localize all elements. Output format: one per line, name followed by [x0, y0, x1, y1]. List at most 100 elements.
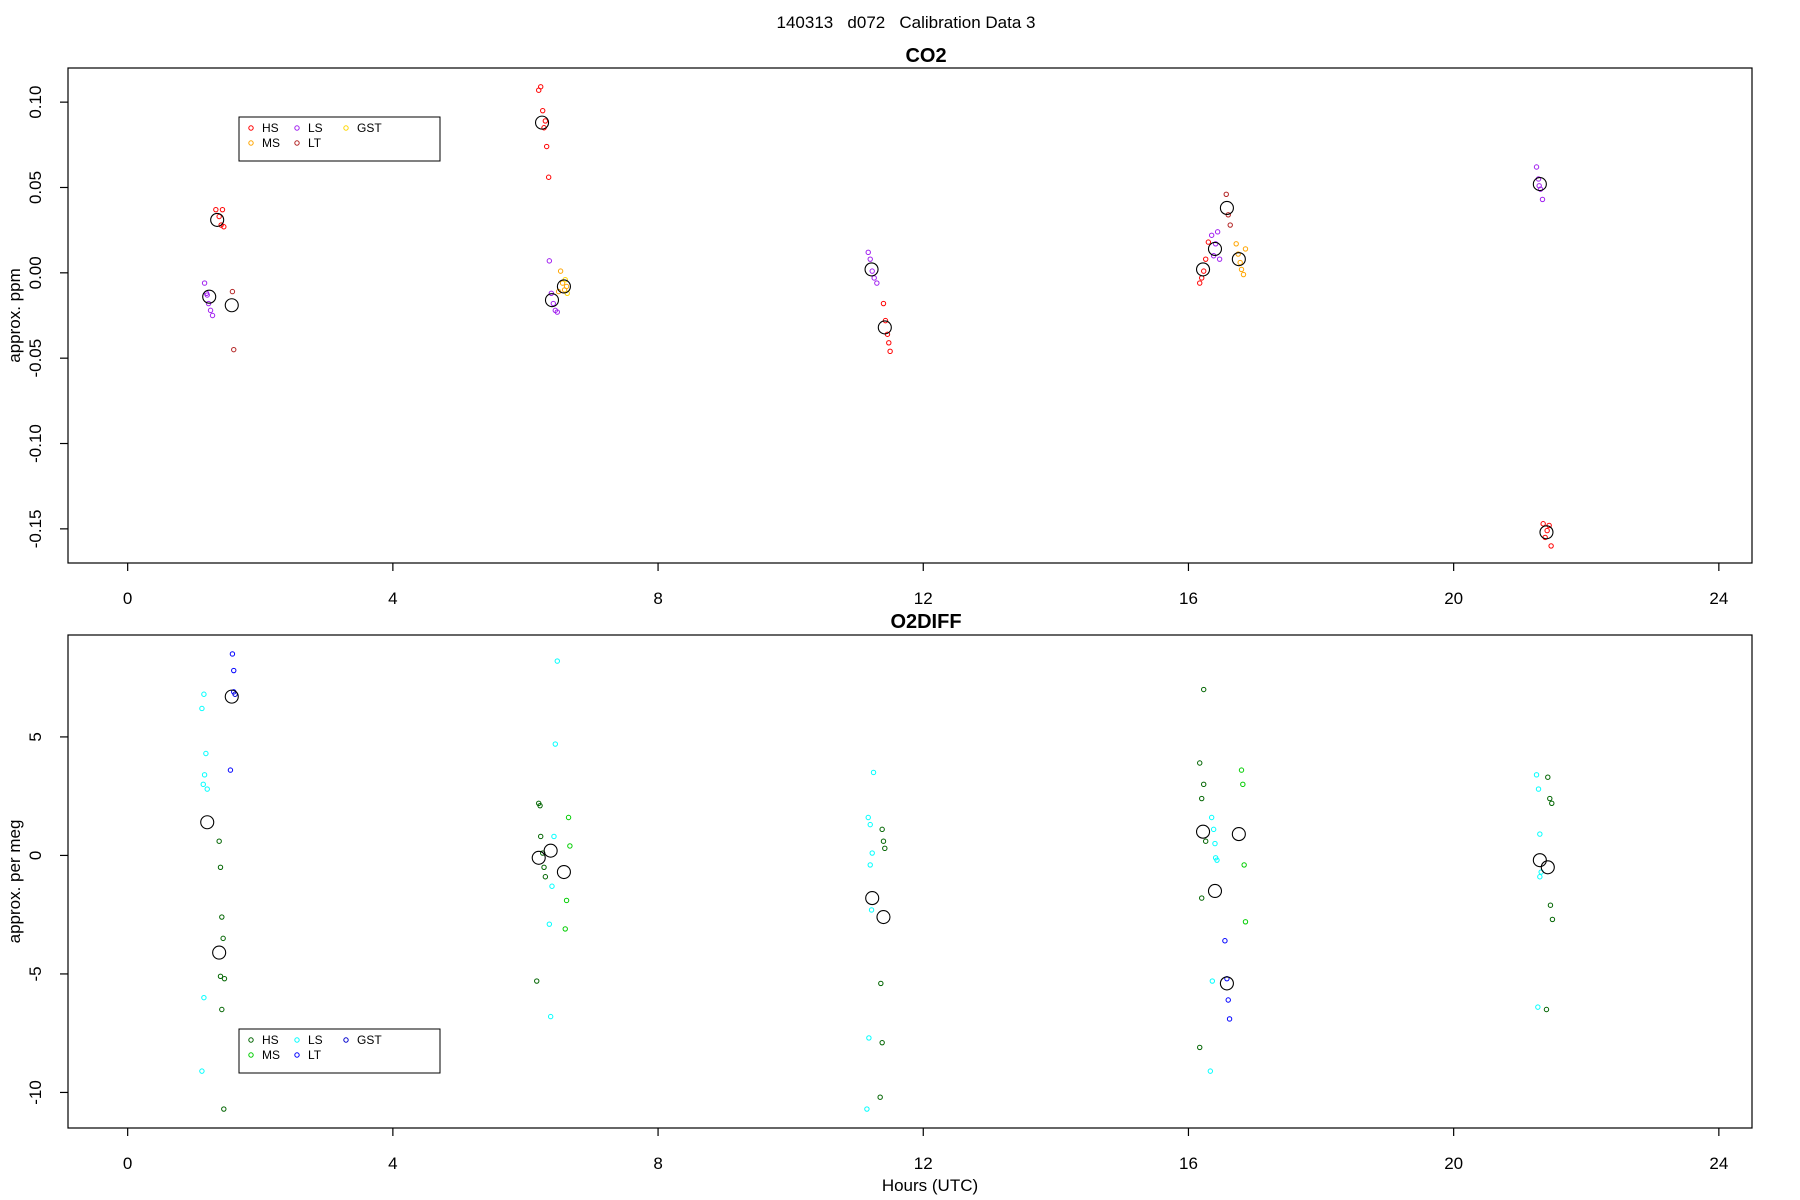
- legend-item-lt: LT: [294, 136, 322, 150]
- x-tick-label: 24: [1709, 589, 1728, 608]
- data-point: [551, 833, 557, 840]
- data-point: [1212, 855, 1219, 861]
- data-point: [1197, 280, 1203, 286]
- data-point: [1223, 191, 1229, 198]
- legend-item-hs: HS: [248, 1033, 279, 1047]
- legend-item-gst: GST: [343, 121, 382, 135]
- series-LT: [227, 651, 1233, 1022]
- data-point: [865, 249, 871, 256]
- data-point: [557, 268, 564, 274]
- data-point: [877, 1094, 883, 1100]
- y-tick-label: 0.10: [26, 86, 45, 119]
- data-point: [204, 786, 210, 792]
- data-point: [1210, 826, 1217, 833]
- mean-point: [876, 910, 891, 925]
- data-point: [1540, 521, 1546, 527]
- data-point: [1208, 814, 1215, 821]
- mean-point: [865, 891, 880, 906]
- data-point: [1549, 800, 1555, 806]
- legend-item-ls: LS: [294, 121, 323, 135]
- legend-label: LS: [308, 1033, 323, 1047]
- legend-marker: [343, 1037, 349, 1043]
- data-point: [1233, 241, 1239, 247]
- data-point: [1549, 916, 1556, 923]
- mean-point: [1195, 824, 1211, 839]
- mean-point: [200, 815, 215, 830]
- data-point: [537, 802, 543, 809]
- data-point: [1543, 1006, 1550, 1013]
- mean-point: [224, 689, 239, 704]
- data-point: [203, 750, 209, 757]
- data-point: [549, 883, 555, 889]
- legend-marker: [343, 125, 349, 131]
- data-point: [864, 1106, 870, 1112]
- data-point: [219, 1006, 225, 1013]
- mean-point: [1219, 976, 1234, 991]
- data-point: [865, 814, 871, 821]
- mean-point: [544, 293, 560, 308]
- data-point: [221, 224, 227, 230]
- data-point: [201, 280, 208, 286]
- data-point: [867, 821, 873, 828]
- data-point: [563, 283, 570, 290]
- panel-o2diff: O2DIFF 0 4 8 12 16 20 24 -10 -5 0 5 approx. per meg H…: [5, 611, 1753, 1195]
- data-point: [880, 300, 887, 307]
- mean-point: [556, 864, 571, 880]
- plot-frame: [67, 634, 1753, 1129]
- legend-label: HS: [262, 1033, 279, 1047]
- data-point: [201, 994, 207, 1001]
- data-point: [546, 258, 553, 264]
- data-point: [1539, 196, 1546, 203]
- series-LS: [201, 164, 1546, 319]
- mean-point: [210, 212, 225, 227]
- data-point: [213, 206, 219, 213]
- data-point: [1545, 774, 1551, 780]
- data-point: [1537, 874, 1543, 880]
- x-tick-label: 20: [1444, 589, 1463, 608]
- mean-point: [1540, 860, 1555, 875]
- y-axis-label: approx. per meg: [5, 820, 24, 944]
- data-point: [199, 705, 205, 712]
- data-point: [221, 1106, 227, 1112]
- data-point: [1208, 232, 1215, 238]
- legend-marker: [294, 125, 300, 131]
- x-tick-label: 20: [1444, 1154, 1463, 1173]
- page-title: 140313 d072 Calibration Data 3: [777, 13, 1036, 32]
- series-MS: [555, 241, 1249, 295]
- data-point: [1537, 186, 1544, 192]
- data-point: [543, 143, 550, 150]
- data-point: [886, 340, 892, 346]
- y-tick-label: -5: [26, 966, 45, 981]
- data-point: [542, 118, 549, 124]
- legend-label: LT: [308, 1048, 322, 1062]
- y-tick-label: 0.00: [26, 256, 45, 289]
- legend-label: HS: [262, 121, 279, 135]
- mean-point: [1539, 525, 1554, 540]
- chart-title: O2DIFF: [890, 611, 961, 633]
- data-point: [1202, 256, 1209, 262]
- x-tick-label: 8: [653, 589, 662, 608]
- y-axis: -10 -5 0 5: [26, 732, 68, 1105]
- data-point: [220, 935, 226, 942]
- data-point: [559, 280, 566, 286]
- data-point: [1547, 795, 1553, 802]
- data-point: [217, 973, 224, 980]
- data-point: [1237, 259, 1243, 266]
- legend-item-ls: LS: [294, 1033, 323, 1047]
- data-point: [200, 781, 206, 788]
- panel-co2: CO2 0 4 8 12 16 20 24 -0.15 -0.10 -0.05 0.00 0.05 0.1…: [5, 45, 1753, 608]
- series-LS: [199, 658, 1544, 1112]
- data-point: [1242, 246, 1249, 252]
- data-point: [216, 838, 222, 844]
- data-point: [1222, 938, 1228, 944]
- y-tick-label: -0.15: [26, 509, 45, 548]
- x-axis-label: Hours (UTC): [882, 1176, 978, 1195]
- data-point: [1209, 978, 1216, 984]
- data-point: [1199, 895, 1205, 901]
- y-tick-label: 0: [26, 851, 45, 860]
- data-point: [1241, 862, 1247, 868]
- data-point: [1197, 1044, 1203, 1051]
- x-tick-label: 16: [1179, 1154, 1198, 1173]
- legend-label: MS: [262, 1048, 280, 1062]
